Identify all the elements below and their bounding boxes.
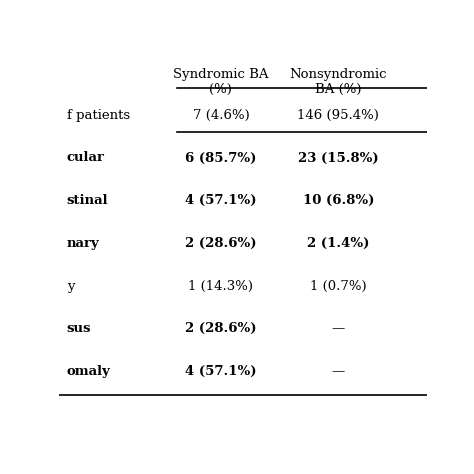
Text: Nonsyndromic
BA (%): Nonsyndromic BA (%)	[290, 68, 387, 96]
Text: cular: cular	[66, 152, 105, 164]
Text: omaly: omaly	[66, 365, 110, 378]
Text: 2 (28.6%): 2 (28.6%)	[185, 322, 256, 335]
Text: Syndromic BA
(%): Syndromic BA (%)	[173, 68, 269, 96]
Text: 23 (15.8%): 23 (15.8%)	[298, 152, 379, 164]
Text: 10 (6.8%): 10 (6.8%)	[303, 194, 374, 207]
Text: 4 (57.1%): 4 (57.1%)	[185, 365, 256, 378]
Text: 6 (85.7%): 6 (85.7%)	[185, 152, 256, 164]
Text: 2 (1.4%): 2 (1.4%)	[307, 237, 370, 250]
Text: sus: sus	[66, 322, 91, 335]
Text: 146 (95.4%): 146 (95.4%)	[298, 109, 379, 122]
Text: 7 (4.6%): 7 (4.6%)	[192, 109, 249, 122]
Text: 1 (0.7%): 1 (0.7%)	[310, 280, 367, 292]
Text: —: —	[332, 365, 345, 378]
Text: 4 (57.1%): 4 (57.1%)	[185, 194, 256, 207]
Text: 2 (28.6%): 2 (28.6%)	[185, 237, 256, 250]
Text: 1 (14.3%): 1 (14.3%)	[188, 280, 254, 292]
Text: f patients: f patients	[66, 109, 130, 122]
Text: —: —	[332, 322, 345, 335]
Text: nary: nary	[66, 237, 100, 250]
Text: y: y	[66, 280, 74, 292]
Text: stinal: stinal	[66, 194, 108, 207]
